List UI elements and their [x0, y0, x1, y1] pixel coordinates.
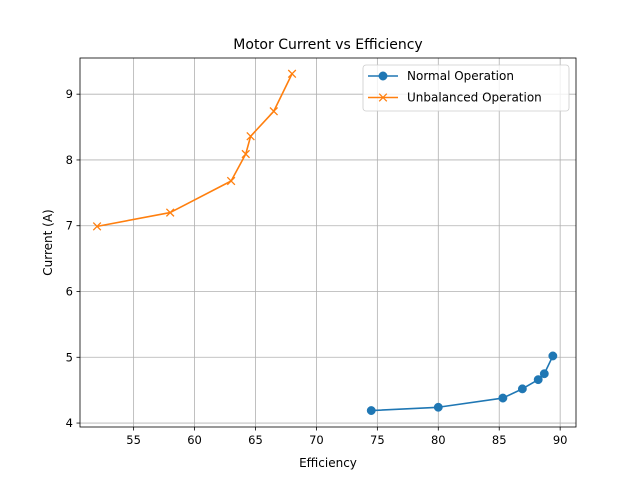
chart-title: Motor Current vs Efficiency: [233, 37, 422, 53]
x-tick-label: 85: [492, 433, 507, 447]
data-point: [241, 149, 250, 159]
x-tick-label: 75: [370, 433, 385, 447]
data-point: [539, 369, 549, 379]
data-point: [548, 351, 558, 361]
legend: Normal Operation Unbalanced Operation: [362, 64, 570, 112]
data-point: [269, 107, 279, 116]
data-point: [226, 176, 236, 186]
data-point: [433, 402, 443, 412]
x-tick-label: 55: [126, 433, 141, 447]
legend-label: Normal Operation: [407, 69, 514, 83]
legend-label: Unbalanced Operation: [407, 91, 542, 105]
x-tick-label: 80: [431, 433, 446, 447]
legend-item: Normal Operation: [368, 69, 514, 83]
y-tick-label: 5: [66, 350, 73, 364]
data-point: [92, 222, 102, 231]
data-point: [533, 375, 543, 385]
y-axis-label: Current (A): [41, 209, 55, 275]
data-point: [246, 132, 255, 141]
grid: [80, 58, 576, 427]
y-tick-label: 4: [66, 416, 73, 430]
legend-marker: [378, 71, 388, 81]
x-tick-label: 65: [248, 433, 263, 447]
x-axis-label: Efficiency: [299, 456, 357, 470]
legend-box: [362, 64, 570, 112]
y-tick-label: 9: [66, 87, 73, 101]
axes-frame: [79, 57, 577, 428]
x-tick-label: 90: [553, 433, 568, 447]
x-tick-label: 70: [309, 433, 324, 447]
x-tick-label: 60: [187, 433, 202, 447]
data-point: [498, 393, 508, 403]
series-normal-operation: [366, 351, 558, 416]
series-unbalanced-operation: [92, 69, 297, 231]
y-tick-label: 7: [66, 219, 73, 233]
y-tick-label: 8: [66, 153, 73, 167]
ticks: 55 60 65 70 75 80 85 90 4 5 6 7 8 9: [66, 87, 568, 447]
data-point: [165, 208, 175, 217]
series-layer: [92, 69, 558, 416]
data-point: [517, 384, 527, 394]
legend-item: Unbalanced Operation: [368, 91, 542, 105]
legend-marker: [378, 93, 388, 102]
y-tick-label: 6: [66, 285, 73, 299]
data-point: [287, 69, 297, 79]
data-point: [366, 406, 376, 416]
